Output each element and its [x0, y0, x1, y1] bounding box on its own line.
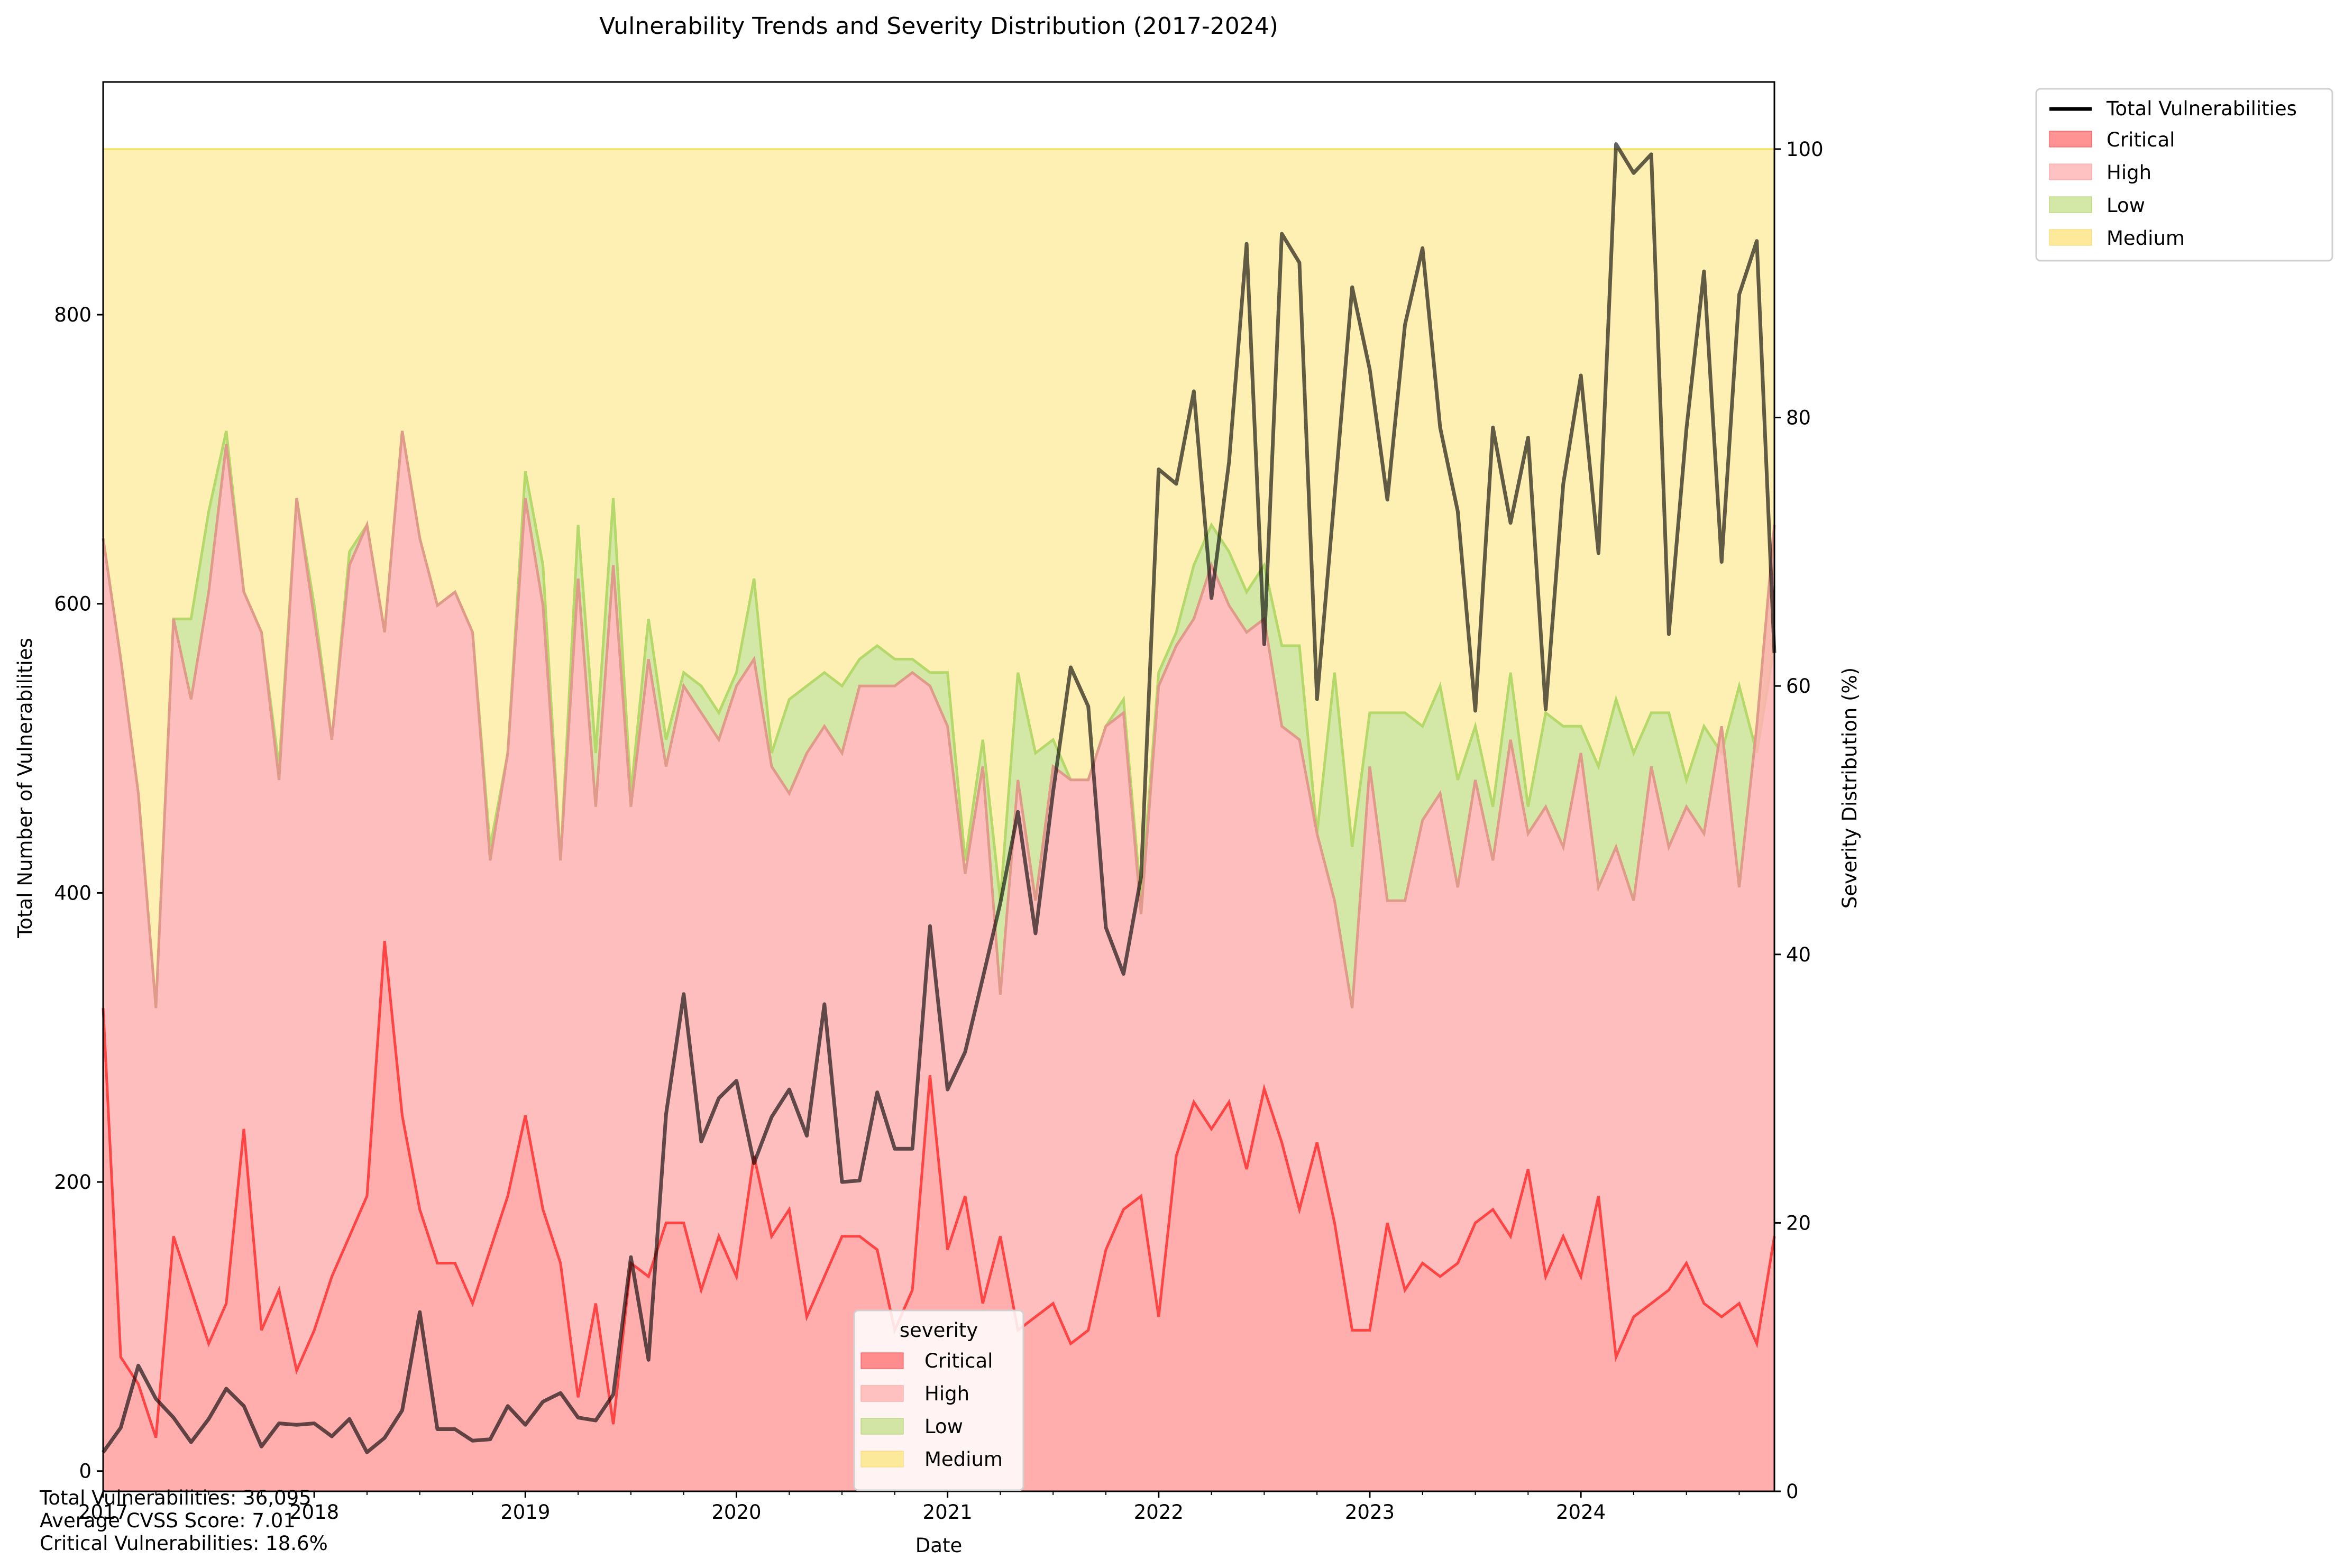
right-tick-label: 40 — [1786, 943, 1811, 966]
legend-inner-label-low: Low — [924, 1415, 963, 1438]
legend-label-critical: Critical — [2107, 129, 2175, 151]
legend-inner-swatch-medium — [860, 1451, 904, 1468]
legend-inner-label-critical: Critical — [924, 1350, 993, 1372]
line-critical-top — [102, 941, 1776, 1438]
left-tick-label: 600 — [54, 593, 91, 616]
area-low — [103, 430, 1774, 1008]
stats-total: Total Vulnerabilities: 36,095 — [39, 1487, 312, 1509]
left-y-axis-title: Total Number of Vulnerabilities — [14, 638, 36, 939]
right-tick-label: 0 — [1786, 1480, 1799, 1503]
legend-swatch-medium — [2049, 229, 2092, 246]
x-tick-label: 2021 — [923, 1501, 973, 1524]
legend-swatch-low — [2049, 196, 2092, 213]
legend-swatch-high — [2049, 163, 2092, 180]
left-tick-label: 200 — [54, 1171, 91, 1194]
x-tick-label: 2020 — [711, 1501, 761, 1524]
x-tick-label: 2024 — [1556, 1501, 1606, 1524]
legend-label-low: Low — [2107, 194, 2145, 217]
x-tick-label: 2018 — [289, 1501, 339, 1524]
x-tick-label: 2023 — [1345, 1501, 1395, 1524]
left-y-axis: 0 200 400 600 800 — [54, 304, 103, 1483]
x-axis-title: Date — [915, 1534, 962, 1557]
x-tick-label: 2019 — [500, 1501, 550, 1524]
right-tick-label: 20 — [1786, 1212, 1811, 1234]
legend-label-medium: Medium — [2107, 227, 2185, 250]
left-tick-label: 0 — [79, 1460, 91, 1483]
chart-title: Vulnerability Trends and Severity Distri… — [599, 13, 1278, 40]
line-high-top — [102, 430, 1776, 1008]
x-tick-label: 2017 — [78, 1501, 128, 1524]
legend-inner-swatch-high — [860, 1385, 904, 1402]
line-total-vulnerabilities — [102, 142, 1777, 1454]
legend-inner: severity Critical High Low Medium — [853, 1309, 1024, 1491]
right-tick-label: 80 — [1786, 407, 1811, 429]
stats-critical-pct: Critical Vulnerabilities: 18.6% — [40, 1532, 328, 1555]
legend-inner-label-medium: Medium — [924, 1448, 1003, 1471]
legend-label-high: High — [2107, 161, 2151, 184]
left-tick-label: 400 — [54, 882, 91, 904]
stats-cvss: Average CVSS Score: 7.01 — [40, 1509, 296, 1532]
left-tick-label: 800 — [54, 304, 91, 326]
stats-box: Total Vulnerabilities: 36,095 Average CV… — [39, 1487, 328, 1555]
right-y-axis: 0 20 40 60 80 100 — [1774, 138, 1824, 1503]
area-medium — [103, 149, 1774, 1008]
x-axis: 2017 2018 2019 2020 2021 2022 2023 2024 — [78, 1491, 1740, 1524]
right-tick-label: 100 — [1786, 138, 1824, 161]
legend-swatch-critical — [2049, 131, 2092, 148]
legend-inner-swatch-low — [860, 1418, 904, 1435]
plot-area — [102, 142, 1777, 1491]
area-high — [103, 430, 1774, 1438]
x-tick-label: 2022 — [1134, 1501, 1184, 1524]
area-critical — [103, 941, 1774, 1491]
right-tick-label: 60 — [1786, 675, 1811, 698]
plot-frame — [102, 81, 1775, 1492]
right-y-axis-title: Severity Distribution (%) — [1838, 667, 1861, 909]
legend-inner-label-high: High — [924, 1382, 969, 1405]
legend-inner-title: severity — [900, 1319, 978, 1342]
legend-inner-swatch-critical — [860, 1352, 904, 1369]
legend-outer: Total Vulnerabilities Critical High Low … — [2035, 88, 2333, 262]
legend-label-total: Total Vulnerabilities — [2106, 97, 2297, 120]
